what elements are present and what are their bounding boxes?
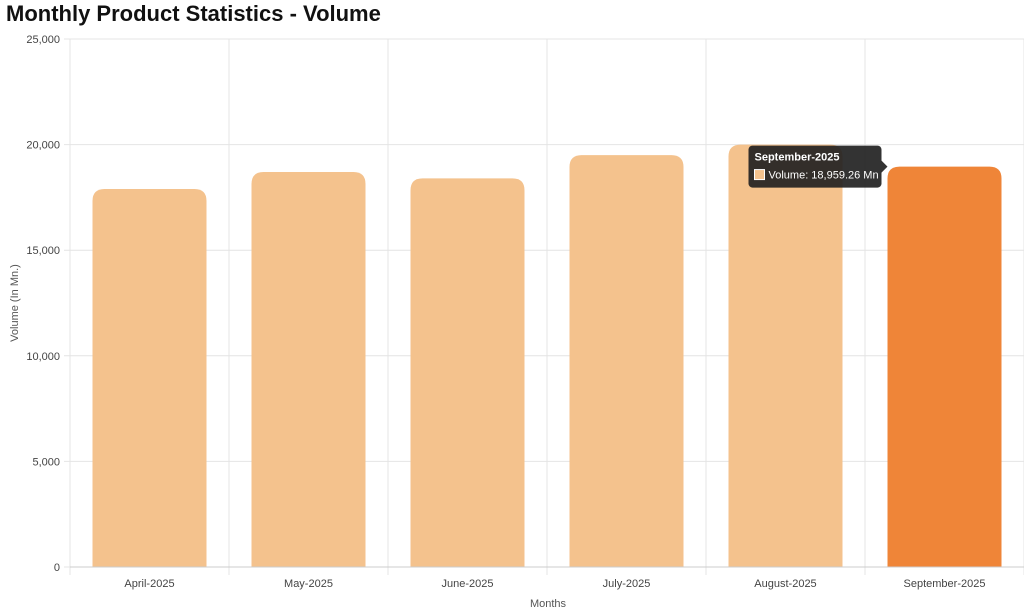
- chart-title: Monthly Product Statistics - Volume: [6, 1, 381, 26]
- tooltip-swatch: [754, 169, 765, 181]
- bar-layer: [92, 144, 1002, 567]
- tooltip-caret: [881, 160, 888, 173]
- tooltip-box: [748, 145, 882, 188]
- bar-june-2025: [410, 178, 525, 567]
- x-tick-label: September-2025: [904, 578, 986, 590]
- x-axis-title: Months: [530, 598, 567, 610]
- tooltip-value: Volume: 18,959.26 Mn: [769, 170, 879, 182]
- tooltip-title: September-2025: [755, 152, 840, 164]
- y-tick-label: 15,000: [26, 245, 60, 257]
- bar-september-2025: [887, 166, 1002, 567]
- grid-layer: [64, 38, 1024, 575]
- y-tick-label: 0: [54, 562, 60, 574]
- tooltip: September-2025 Volume: 18,959.26 Mn: [748, 145, 888, 188]
- x-tick-label: June-2025: [442, 578, 494, 590]
- axis-layer: 0 5,000 10,000 15,000 20,000 25,000 April-2025…: [26, 34, 1024, 590]
- y-tick-label: 25,000: [26, 34, 60, 46]
- bar-may-2025: [251, 172, 366, 567]
- x-tick-label: May-2025: [284, 578, 333, 590]
- y-tick-label: 10,000: [26, 351, 60, 363]
- x-tick-label: August-2025: [754, 578, 816, 590]
- y-axis-title: Volume (In Mn.): [9, 264, 21, 342]
- x-tick-label: July-2025: [603, 578, 651, 590]
- y-tick-label: 5,000: [32, 456, 60, 468]
- y-tick-label: 20,000: [26, 140, 60, 152]
- bar-april-2025: [92, 188, 207, 567]
- x-tick-label: April-2025: [124, 578, 174, 590]
- bar-july-2025: [569, 155, 684, 567]
- bar-august-2025: [728, 144, 843, 567]
